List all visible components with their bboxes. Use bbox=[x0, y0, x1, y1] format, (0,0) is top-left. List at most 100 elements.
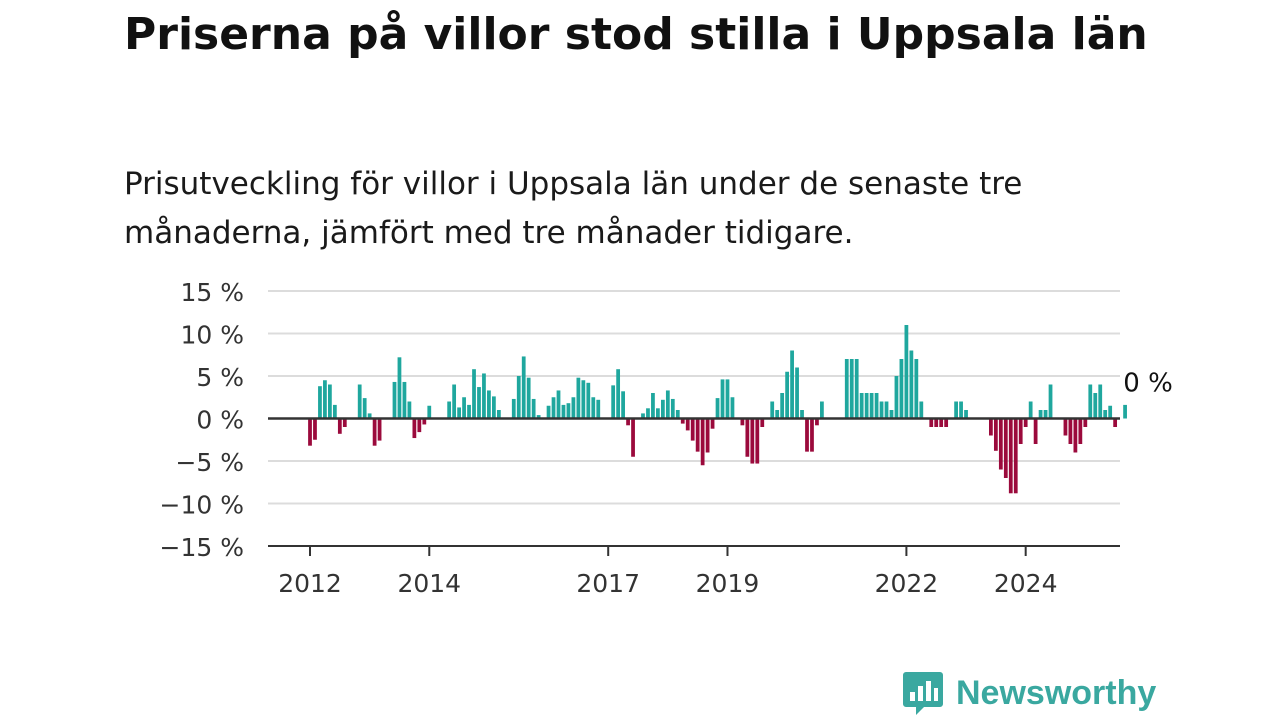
bar bbox=[795, 367, 799, 419]
bar bbox=[849, 359, 854, 419]
bar bbox=[884, 401, 889, 419]
bar bbox=[820, 401, 824, 419]
bar bbox=[1033, 418, 1038, 444]
bar bbox=[1123, 404, 1127, 419]
bar bbox=[1073, 418, 1078, 453]
bar bbox=[357, 384, 362, 419]
bar bbox=[879, 401, 884, 419]
bar bbox=[944, 418, 949, 427]
bar bbox=[318, 386, 322, 419]
bar bbox=[964, 410, 968, 419]
y-tick-label: 15 % bbox=[180, 278, 244, 307]
bar bbox=[477, 387, 481, 419]
bar bbox=[1043, 410, 1048, 419]
bar bbox=[864, 393, 869, 419]
bar bbox=[815, 418, 819, 426]
bar bbox=[914, 359, 919, 419]
bar bbox=[328, 384, 332, 419]
bar bbox=[323, 380, 327, 419]
bar bbox=[869, 393, 874, 419]
bar bbox=[581, 380, 586, 419]
y-tick-label: −15 % bbox=[160, 533, 244, 562]
bar bbox=[656, 408, 660, 419]
chart-title: Priserna på villor stod stilla i Uppsala… bbox=[124, 9, 1148, 60]
bar bbox=[1108, 405, 1113, 419]
bar bbox=[770, 401, 775, 419]
bar bbox=[596, 399, 601, 419]
bar bbox=[695, 418, 700, 452]
bar bbox=[496, 410, 501, 419]
bar bbox=[576, 377, 581, 419]
bar bbox=[487, 390, 491, 419]
bar bbox=[755, 418, 760, 464]
bar bbox=[1103, 410, 1108, 419]
bar bbox=[472, 369, 476, 419]
bar bbox=[586, 382, 591, 419]
bar bbox=[934, 418, 939, 427]
bar bbox=[571, 397, 576, 419]
bar bbox=[482, 373, 486, 419]
y-tick-label: 5 % bbox=[196, 363, 244, 392]
bar bbox=[894, 376, 899, 419]
bar bbox=[616, 369, 621, 419]
bar bbox=[745, 418, 750, 457]
bar bbox=[427, 405, 432, 419]
bar bbox=[511, 398, 516, 419]
bar bbox=[725, 379, 730, 419]
bar bbox=[1083, 418, 1088, 427]
bar bbox=[651, 393, 655, 419]
bar bbox=[1068, 418, 1073, 444]
bar bbox=[1078, 418, 1083, 444]
bar bbox=[939, 418, 944, 427]
bar bbox=[1008, 418, 1013, 494]
bar bbox=[526, 377, 531, 419]
bar bbox=[1023, 418, 1028, 427]
bar bbox=[1028, 401, 1033, 419]
bar bbox=[1063, 418, 1068, 436]
bar bbox=[392, 381, 397, 419]
x-tick-label: 2017 bbox=[576, 569, 640, 598]
bar bbox=[989, 418, 993, 436]
y-tick-label: −5 % bbox=[175, 448, 244, 477]
bar bbox=[561, 404, 566, 419]
bar bbox=[467, 404, 471, 419]
bar bbox=[700, 418, 705, 466]
bar bbox=[904, 325, 909, 419]
bar bbox=[631, 418, 635, 457]
bar bbox=[690, 418, 695, 441]
x-tick-label: 2012 bbox=[278, 569, 342, 598]
bar bbox=[889, 410, 894, 419]
bar bbox=[611, 385, 616, 419]
bar bbox=[929, 418, 934, 427]
bar bbox=[1048, 384, 1053, 419]
bar bbox=[959, 401, 963, 419]
bar bbox=[854, 359, 859, 419]
x-tick-label: 2014 bbox=[397, 569, 461, 598]
bar bbox=[332, 404, 337, 419]
bar bbox=[641, 413, 645, 419]
bar bbox=[492, 396, 496, 419]
chart-subtitle: Prisutveckling för villor i Uppsala län … bbox=[124, 166, 1023, 251]
bar bbox=[591, 397, 596, 419]
bar bbox=[342, 418, 347, 427]
bar bbox=[1013, 418, 1018, 494]
bar bbox=[621, 391, 625, 419]
bar bbox=[422, 418, 427, 425]
bar bbox=[750, 418, 755, 464]
bar bbox=[730, 397, 735, 419]
bar bbox=[1003, 418, 1008, 478]
bar bbox=[680, 418, 685, 424]
bar bbox=[805, 418, 809, 452]
bar bbox=[740, 418, 745, 426]
bar bbox=[720, 379, 725, 419]
bar bbox=[685, 418, 690, 431]
bar bbox=[785, 371, 790, 419]
y-tick-label: 10 % bbox=[180, 321, 244, 350]
bar bbox=[337, 418, 342, 434]
bar bbox=[457, 407, 461, 419]
bar bbox=[780, 393, 785, 419]
bar bbox=[516, 376, 521, 419]
bar bbox=[402, 381, 407, 419]
bar bbox=[715, 398, 720, 419]
bar bbox=[675, 410, 680, 419]
